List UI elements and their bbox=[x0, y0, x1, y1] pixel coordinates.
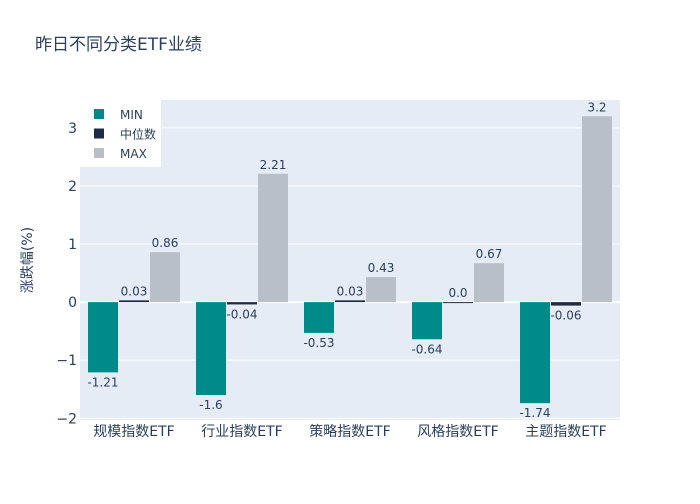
y-axis-label: 涨跌幅(%) bbox=[20, 227, 36, 293]
data-label: 0.67 bbox=[476, 247, 503, 261]
bar-中位数 bbox=[335, 300, 365, 303]
x-tick-label: 策略指数ETF bbox=[309, 423, 390, 440]
y-tick-label: 3 bbox=[68, 121, 77, 137]
x-tick-label: 规模指数ETF bbox=[93, 424, 174, 440]
bar-中位数 bbox=[119, 300, 149, 303]
chart-title: 昨日不同分类ETF业绩 bbox=[35, 35, 202, 55]
legend-swatch bbox=[94, 148, 104, 158]
legend-label: MIN bbox=[120, 108, 143, 122]
data-label: 0.86 bbox=[152, 236, 179, 250]
bar-MAX bbox=[258, 173, 288, 303]
x-tick-label: 行业指数ETF bbox=[201, 424, 282, 440]
legend: MIN 中位数 MAX bbox=[80, 100, 161, 167]
bar-MIN bbox=[520, 302, 550, 404]
y-tick-label: 2 bbox=[68, 179, 77, 195]
bar-MIN bbox=[304, 302, 334, 333]
data-label: 2.21 bbox=[260, 158, 287, 172]
data-label: 0.43 bbox=[368, 261, 395, 275]
x-tick-label: 风格指数ETF bbox=[417, 424, 498, 440]
data-label: -1.6 bbox=[199, 398, 222, 412]
legend-swatch bbox=[94, 128, 104, 139]
legend-background bbox=[80, 100, 161, 167]
bar-MIN bbox=[196, 302, 226, 396]
bar-MIN bbox=[88, 302, 118, 373]
data-label: -0.06 bbox=[550, 309, 581, 323]
bar-MIN bbox=[412, 302, 442, 340]
data-label: -0.53 bbox=[303, 336, 334, 350]
bar-MAX bbox=[366, 277, 396, 303]
data-label: 0.0 bbox=[448, 286, 467, 300]
y-tick-label: 1 bbox=[68, 237, 77, 253]
y-tick-label: −1 bbox=[56, 353, 77, 369]
x-tick-label: 主题指数ETF bbox=[525, 424, 606, 440]
bar-MAX bbox=[150, 252, 180, 303]
data-label: -0.04 bbox=[226, 307, 257, 321]
bar-中位数 bbox=[227, 302, 257, 305]
data-label: -1.74 bbox=[519, 406, 550, 420]
data-label: 0.03 bbox=[337, 284, 364, 298]
data-label: 0.03 bbox=[121, 284, 148, 298]
bar-中位数 bbox=[443, 302, 473, 304]
data-label: 3.2 bbox=[587, 100, 606, 114]
legend-label: 中位数 bbox=[120, 127, 156, 142]
bar-中位数 bbox=[551, 302, 581, 306]
data-label: -1.21 bbox=[87, 375, 118, 389]
y-tick-label: 0 bbox=[68, 295, 77, 311]
legend-label: MAX bbox=[120, 147, 147, 161]
legend-swatch bbox=[94, 109, 104, 119]
y-tick-label: −2 bbox=[56, 411, 77, 427]
data-label: -0.64 bbox=[411, 342, 442, 356]
bar-MAX bbox=[474, 263, 504, 303]
bar-MAX bbox=[582, 116, 612, 303]
